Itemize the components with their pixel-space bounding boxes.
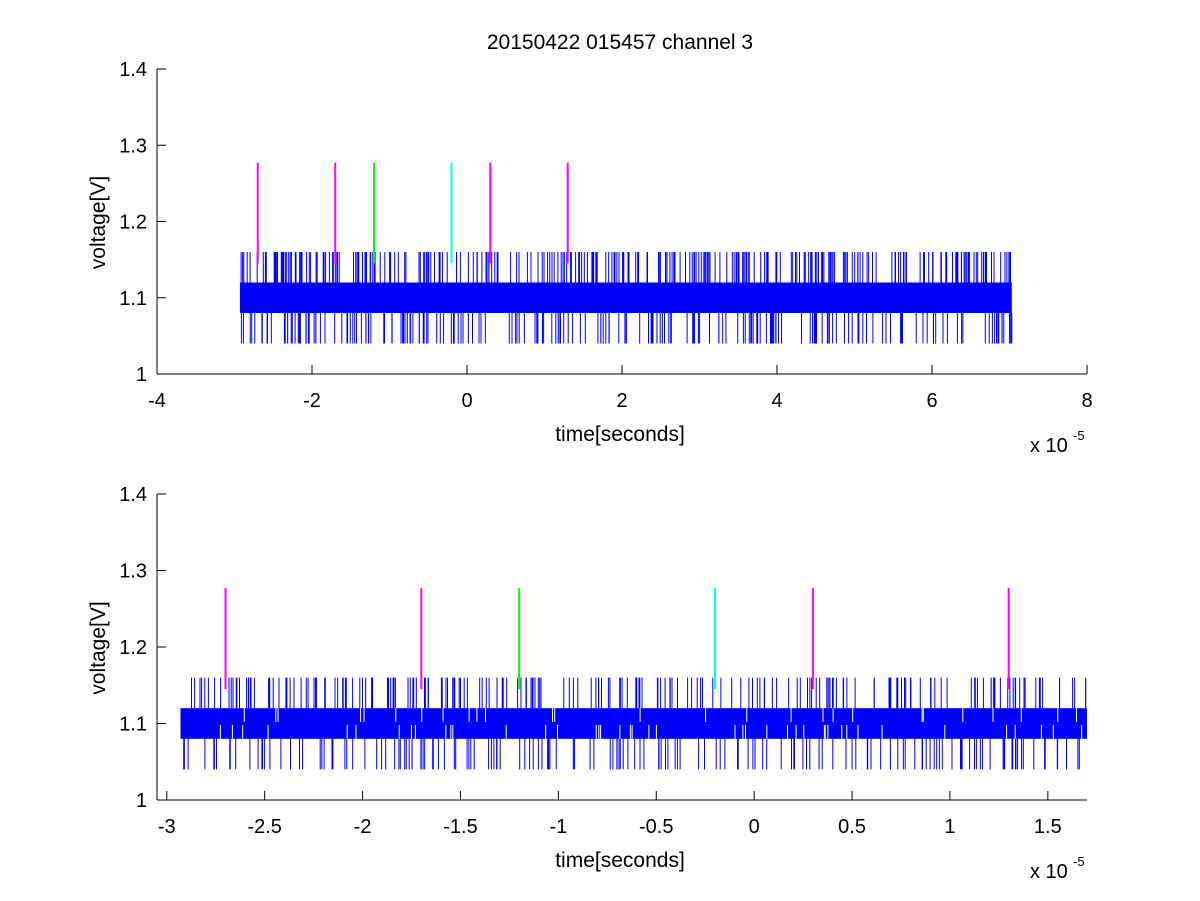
x-tick-label: 1.5 — [1034, 816, 1062, 838]
x-axis-label: time[seconds] — [555, 423, 685, 446]
x-tick-label: -2 — [303, 390, 321, 412]
y-tick-label: 1 — [136, 790, 147, 812]
y-tick-label: 1.1 — [119, 714, 147, 736]
x-axis-label: time[seconds] — [555, 849, 685, 872]
x-tick-label: -2.5 — [247, 816, 281, 838]
x-exponent-base: x 10 — [1030, 435, 1068, 457]
y-tick-label: 1.4 — [119, 484, 147, 506]
x-tick-label: -1.5 — [443, 816, 477, 838]
x-exponent-power: -5 — [1073, 428, 1085, 443]
signal-spikes — [240, 252, 1013, 344]
signal-spikes — [183, 677, 1087, 770]
signal-band — [239, 282, 1012, 313]
x-exponent-base: x 10 — [1030, 861, 1068, 883]
y-tick-label: 1.4 — [119, 59, 147, 81]
x-tick-label: -0.5 — [639, 816, 673, 838]
y-tick-label: 1.2 — [119, 637, 147, 659]
figure-title: 20150422 015457 channel 3 — [487, 31, 753, 54]
x-tick-label: 4 — [771, 390, 782, 412]
plot-1: -4 -2 0 2 4 6 8 1 1.1 1.2 1.3 1.4 time[seconds] volta… — [87, 59, 1093, 457]
x-exponent-power: -5 — [1073, 854, 1085, 869]
y-tick-label: 1.3 — [119, 561, 147, 583]
x-tick-label: 2 — [616, 390, 627, 412]
plots-group: -4 -2 0 2 4 6 8 1 1.1 1.2 1.3 1.4 time[seconds] volta… — [87, 59, 1093, 883]
y-axis-label: voltage[V] — [87, 176, 110, 269]
x-tick-label: -1 — [549, 816, 567, 838]
y-tick-label: 1.3 — [119, 135, 147, 157]
plot-2: -3 -2.5 -2 -1.5 -1 -0.5 0 0.5 1 1.5 1 1.1 1.2 1.3 1.4 t… — [87, 484, 1087, 883]
x-tick-label: 0 — [461, 390, 472, 412]
x-tick-label: 0 — [749, 816, 760, 838]
x-tick-label: -4 — [148, 390, 166, 412]
x-tick-label: -3 — [158, 816, 176, 838]
signal-band — [180, 708, 1087, 739]
y-axis-label: voltage[V] — [87, 601, 110, 694]
y-tick-label: 1.2 — [119, 212, 147, 234]
x-tick-label: 0.5 — [838, 816, 866, 838]
y-tick-label: 1.1 — [119, 288, 147, 310]
x-tick-label: 8 — [1081, 390, 1092, 412]
x-tick-label: 6 — [926, 390, 937, 412]
x-tick-label: -2 — [354, 816, 372, 838]
x-tick-label: 1 — [944, 816, 955, 838]
y-tick-label: 1 — [136, 364, 147, 386]
signal-gaps — [219, 708, 1083, 739]
